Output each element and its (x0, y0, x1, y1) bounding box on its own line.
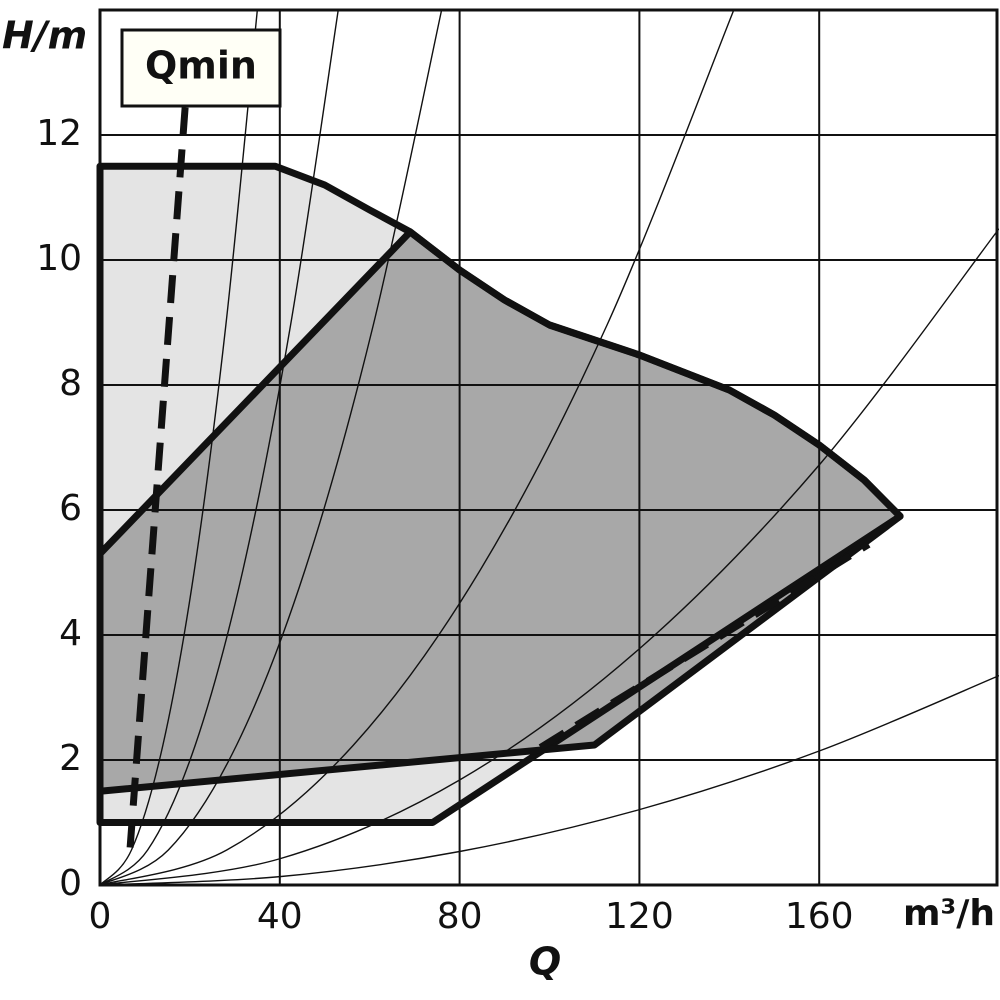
system-curve (100, 10, 443, 885)
x-axis-label: Q (529, 940, 561, 984)
outlines (96, 103, 904, 848)
dashed-line (538, 541, 871, 751)
x-tick-label: 80 (437, 896, 483, 937)
x-unit: m³/h (903, 893, 995, 934)
annotation-box (120, 28, 282, 108)
x-tick-label: 120 (605, 896, 674, 937)
y-tick-label: 8 (59, 363, 82, 404)
plot-frame (98, 8, 999, 887)
y-tick-label: 6 (59, 488, 82, 529)
x-tick-label: 0 (89, 896, 112, 937)
y-tick-label: 10 (36, 238, 82, 279)
system-curve (100, 228, 999, 885)
y-axis-label: H/m (2, 14, 87, 58)
fills (100, 166, 901, 823)
system-curve (100, 10, 735, 885)
system-curve (100, 10, 259, 885)
system-curve (100, 674, 999, 885)
y-tick-label: 0 (59, 863, 82, 904)
y-tick-label: 12 (36, 113, 82, 154)
system-curve (100, 10, 339, 885)
y-tick-label: 2 (59, 738, 82, 779)
region-outline (96, 228, 904, 795)
y-tick-label: 4 (59, 613, 82, 654)
x-tick-label: 40 (257, 896, 303, 937)
x-tick-label: 160 (785, 896, 854, 937)
system-curves (100, 10, 999, 885)
annotation: Qmin (145, 44, 257, 88)
